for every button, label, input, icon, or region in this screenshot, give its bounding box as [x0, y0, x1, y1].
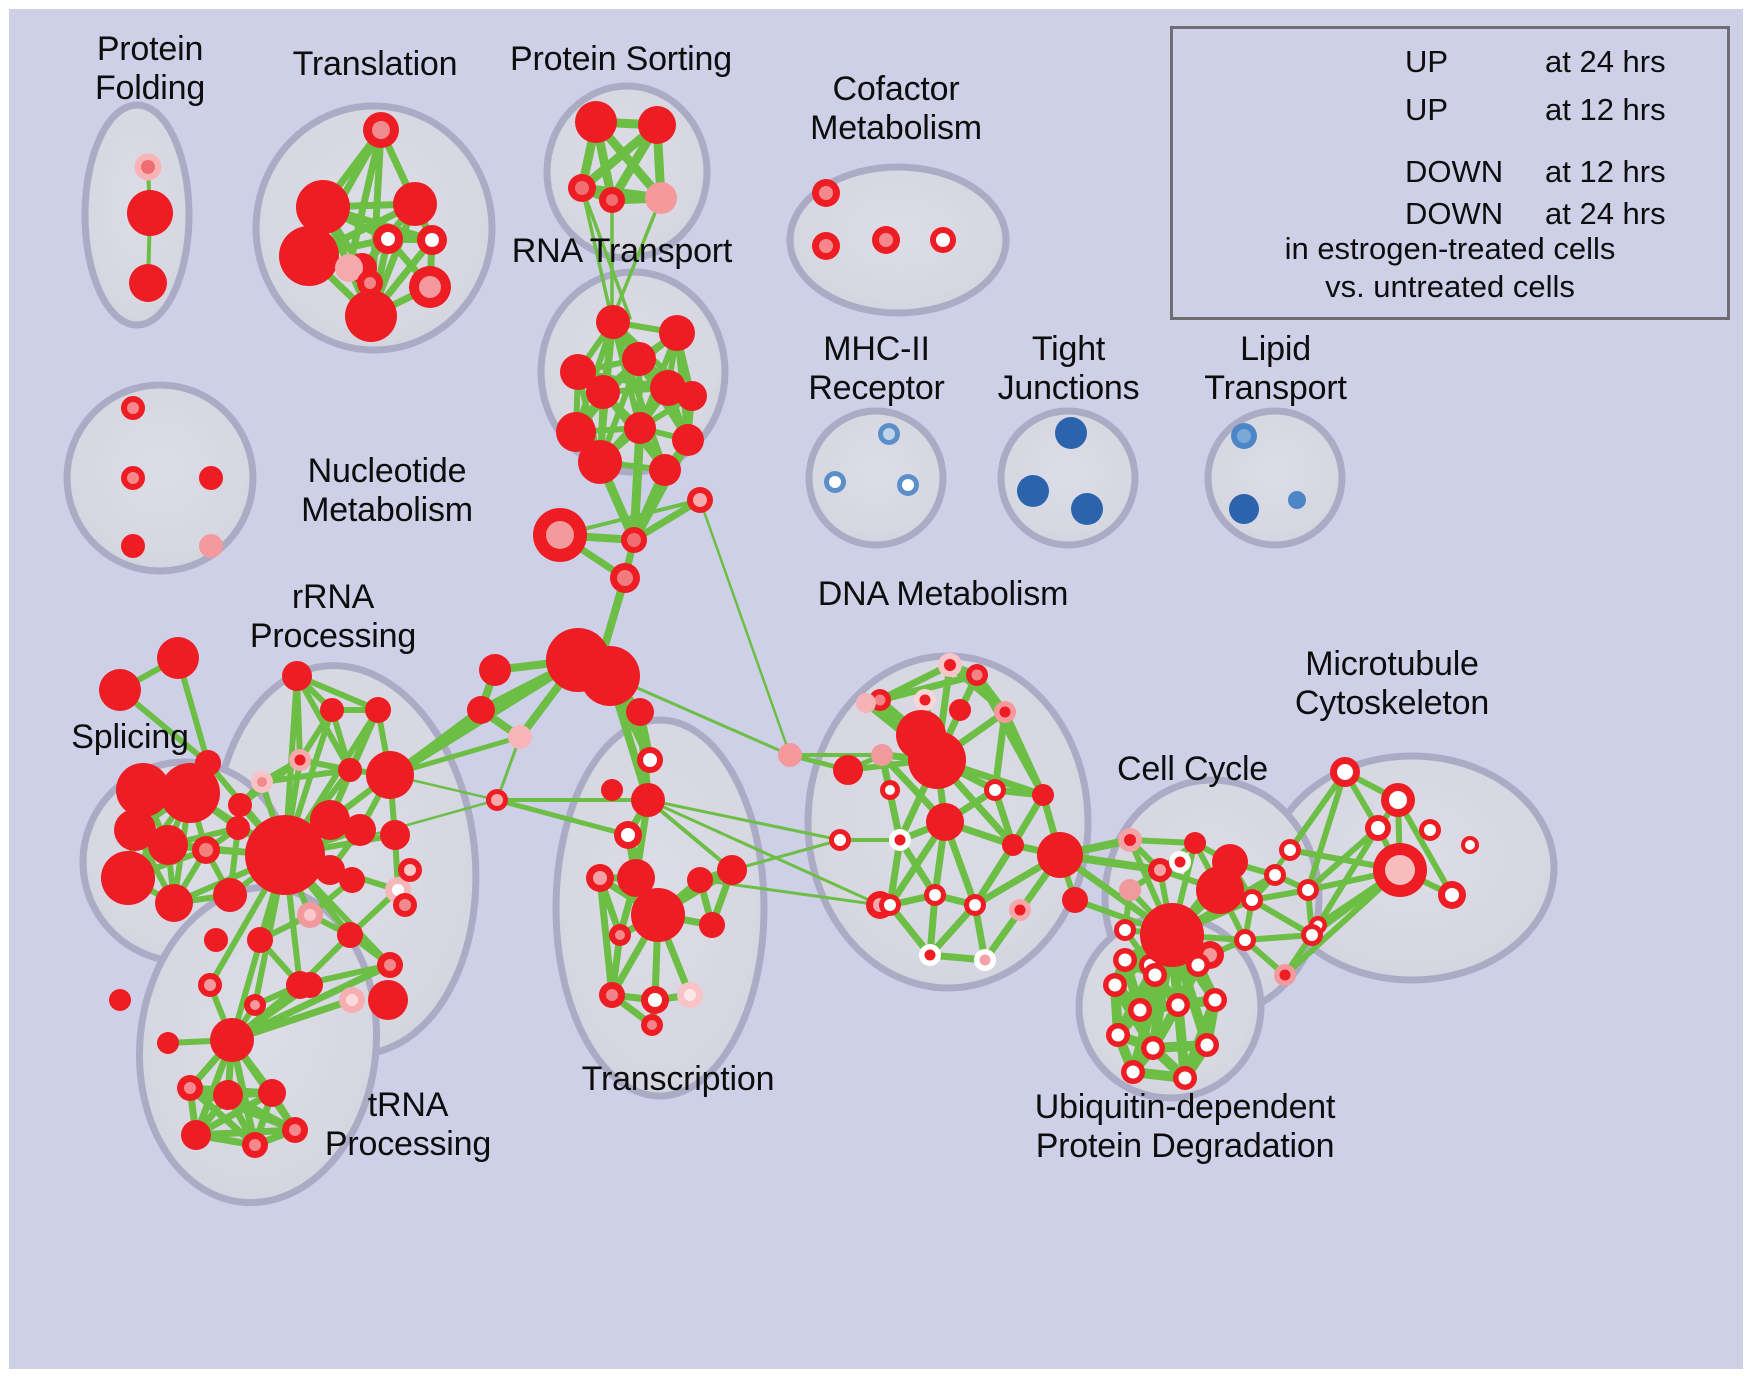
legend-box	[1170, 26, 1730, 320]
legend-caption-line2: vs. untreated cells	[1325, 268, 1575, 304]
cluster-label-ubiquitin-degradation: Ubiquitin-dependent Protein Degradation	[1034, 1088, 1336, 1165]
legend-row-2-label: DOWN	[1405, 154, 1504, 189]
cluster-label-microtubule-cytoskeleton: Microtubule Cytoskeleton	[1294, 645, 1490, 722]
legend-row-0-time: at 24 hrs	[1545, 44, 1666, 79]
cluster-label-mhc-ii-receptor: MHC-II Receptor	[808, 330, 945, 407]
cluster-blob-mhc-ii-receptor	[805, 407, 947, 549]
cluster-label-translation: Translation	[292, 45, 458, 83]
cluster-label-cell-cycle: Cell Cycle	[1116, 750, 1269, 788]
legend-row-1-label: UP	[1405, 92, 1449, 127]
cluster-label-protein-sorting: Protein Sorting	[510, 40, 732, 78]
cluster-label-protein-folding: Protein Folding	[94, 30, 206, 107]
cluster-label-splicing: Splicing	[71, 718, 189, 756]
cluster-blob-nucleotide-metabolism	[63, 381, 257, 575]
legend-caption: in estrogen-treated cells vs. untreated c…	[1170, 230, 1730, 306]
cluster-label-nucleotide-metabolism: Nucleotide Metabolism	[301, 452, 473, 529]
cluster-label-dna-metabolism: DNA Metabolism	[817, 575, 1069, 613]
legend-row-2-time: at 12 hrs	[1545, 154, 1666, 189]
cluster-blob-lipid-transport	[1204, 407, 1346, 549]
legend-row-3-label: DOWN	[1405, 196, 1504, 231]
cluster-label-rna-transport: RNA Transport	[511, 232, 733, 270]
cluster-label-cofactor-metabolism: Cofactor Metabolism	[810, 70, 982, 147]
network-nodes	[99, 101, 1479, 1158]
cluster-label-lipid-transport: Lipid Transport	[1204, 330, 1347, 407]
legend-row-3-time: at 24 hrs	[1545, 196, 1666, 231]
cluster-label-trna-processing: tRNA Processing	[324, 1086, 492, 1163]
legend-row-0-label: UP	[1405, 44, 1449, 79]
cluster-label-tight-junctions: Tight Junctions	[997, 330, 1140, 407]
cluster-label-rrna-processing: rRNA Processing	[249, 578, 417, 655]
legend-caption-line1: in estrogen-treated cells	[1284, 231, 1616, 266]
legend-row-1-time: at 12 hrs	[1545, 92, 1666, 127]
cluster-label-transcription: Transcription	[581, 1060, 775, 1098]
